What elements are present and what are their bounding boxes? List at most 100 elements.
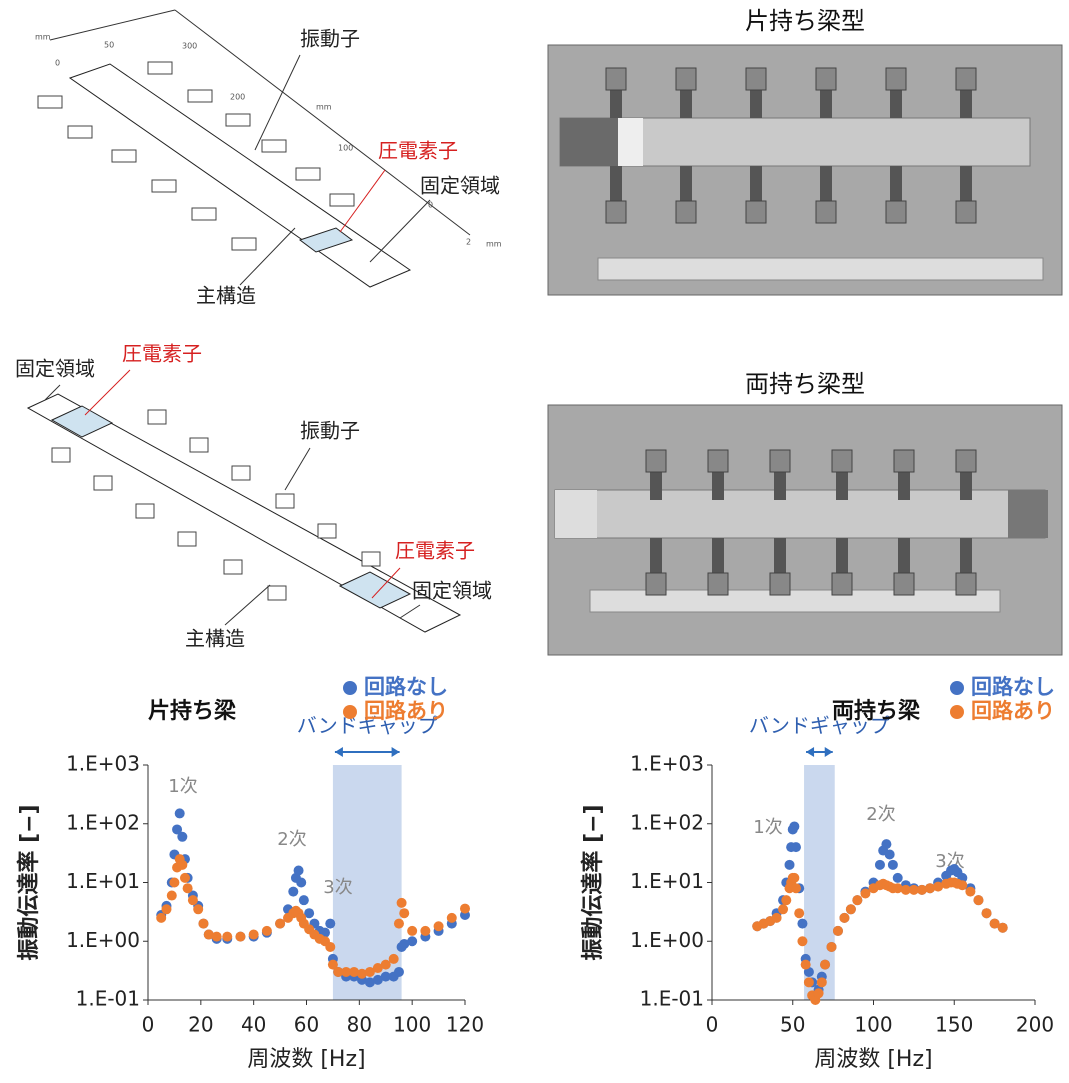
data-point xyxy=(397,898,407,908)
photo-mass xyxy=(956,450,976,472)
y-tick-label: 1.E+00 xyxy=(630,928,704,952)
x-axis-label: 周波数 [Hz] xyxy=(814,1047,932,1072)
peak-label: 2次 xyxy=(866,804,895,825)
label: 固定領域 xyxy=(15,357,95,381)
y-tick-label: 1.E+02 xyxy=(630,810,704,834)
y-tick-label: 1.E+03 xyxy=(630,752,704,776)
legend-marker xyxy=(343,705,357,719)
arrow xyxy=(285,448,310,490)
data-point xyxy=(852,895,862,905)
data-point xyxy=(447,913,457,923)
data-point xyxy=(772,913,782,923)
data-point xyxy=(965,887,975,897)
photo-mass xyxy=(832,450,852,472)
data-point xyxy=(789,821,799,831)
data-point xyxy=(881,839,891,849)
data-point xyxy=(288,887,298,897)
data-point xyxy=(778,904,788,914)
data-point xyxy=(797,919,807,929)
peak-label: 1次 xyxy=(168,776,197,797)
data-point xyxy=(817,977,827,987)
data-point xyxy=(212,932,222,942)
data-point xyxy=(875,860,885,870)
label: 固定領域 xyxy=(420,174,500,198)
x-tick-label: 40 xyxy=(241,1013,266,1037)
y-axis-label: 振動伝達率 [−] xyxy=(580,804,606,960)
data-point xyxy=(973,895,983,905)
peak-label: 1次 xyxy=(753,817,782,838)
scale-label: 300 xyxy=(182,42,197,51)
photo-rod xyxy=(820,166,832,206)
fixed-fixed-diagram: 固定領域 圧電素子 振動子 圧電素子 固定領域 主構造 xyxy=(15,342,492,651)
photo-title: 両持ち梁型 xyxy=(745,370,865,398)
photo-mass xyxy=(606,201,626,223)
data-point xyxy=(833,926,843,936)
arrow xyxy=(240,228,295,285)
scale-label: mm xyxy=(316,103,332,112)
photo-rod xyxy=(610,166,622,206)
data-point xyxy=(797,936,807,946)
scale-label: 2 xyxy=(466,238,471,247)
chart-title: 両持ち梁 xyxy=(832,699,920,724)
photo-mass xyxy=(708,450,728,472)
photo-mass xyxy=(886,68,906,90)
photo-mass xyxy=(746,201,766,223)
legend-marker xyxy=(950,705,964,719)
scale-label: mm xyxy=(486,240,502,249)
data-point xyxy=(982,908,992,918)
photo-rod xyxy=(774,538,786,578)
data-point xyxy=(820,960,830,970)
photo-mass xyxy=(816,68,836,90)
label: 圧電素子 xyxy=(395,539,475,563)
legend-label: 回路あり xyxy=(971,699,1055,723)
data-point xyxy=(188,895,198,905)
data-point xyxy=(804,977,814,987)
data-point xyxy=(389,954,399,964)
photo-mass xyxy=(646,450,666,472)
data-point xyxy=(177,860,187,870)
photo-rod xyxy=(898,538,910,578)
data-point xyxy=(394,967,404,977)
photo-rod xyxy=(650,538,662,578)
data-point xyxy=(193,904,203,914)
data-point xyxy=(781,895,791,905)
data-point xyxy=(294,866,304,876)
data-point xyxy=(167,891,177,901)
figure: 振動子 圧電素子 固定領域 主構造 mm 50 300 0 200 mm 100… xyxy=(0,0,1069,1079)
y-axis-label: 振動伝達率 [−] xyxy=(16,804,42,960)
photo-mass xyxy=(676,68,696,90)
x-tick-label: 50 xyxy=(780,1013,805,1037)
photo-mass xyxy=(646,573,666,595)
chart-title: 片持ち梁 xyxy=(148,699,236,724)
data-point xyxy=(998,923,1008,933)
data-point xyxy=(394,919,404,929)
data-point xyxy=(846,904,856,914)
data-point xyxy=(235,932,245,942)
data-point xyxy=(888,860,898,870)
y-tick-label: 1.E+01 xyxy=(630,869,704,893)
data-point xyxy=(325,942,335,952)
photo-mass xyxy=(770,573,790,595)
y-tick-label: 1.E+00 xyxy=(66,928,140,952)
data-point xyxy=(156,913,166,923)
legend-marker xyxy=(343,681,357,695)
data-point xyxy=(791,883,801,893)
photo-rod xyxy=(960,538,972,578)
arrow xyxy=(255,55,300,150)
data-point xyxy=(177,832,187,842)
data-point xyxy=(407,926,417,936)
data-point xyxy=(325,919,335,929)
data-point xyxy=(249,930,259,940)
scale-label: 100 xyxy=(338,144,353,153)
photo-mass xyxy=(770,450,790,472)
data-point xyxy=(791,842,801,852)
label: 圧電素子 xyxy=(378,139,458,163)
data-point xyxy=(460,904,470,914)
x-axis-label: 周波数 [Hz] xyxy=(247,1047,365,1072)
photo-mass xyxy=(676,201,696,223)
photo-mass xyxy=(894,573,914,595)
data-point xyxy=(827,942,837,952)
y-tick-label: 1.E+03 xyxy=(66,752,140,776)
photo-rod xyxy=(836,538,848,578)
legend-label: 回路なし xyxy=(971,675,1055,699)
